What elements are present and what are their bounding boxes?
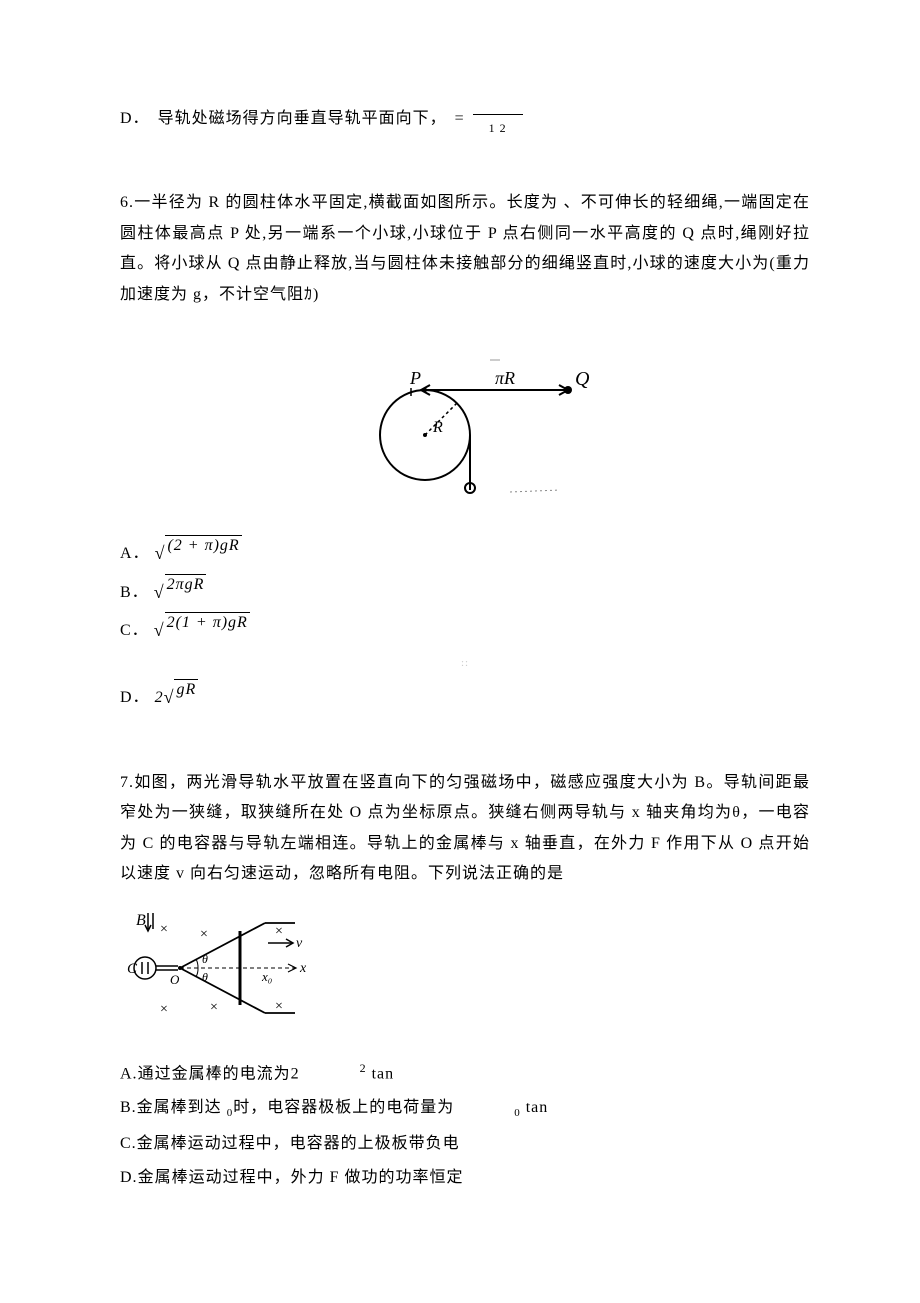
q7-c-text: 金属棒运动过程中，电容器的上极板带负电 [137,1135,460,1152]
q6-a-sqrt: √(2 + π)gR [155,535,242,569]
q5-d-frac-denom: 1 2 [489,121,507,135]
q5-d-text: 导轨处磁场得方向垂直导轨平面向下， [158,104,447,134]
q6-number: 6. [120,194,134,211]
q7-a-sup: 2 [360,1061,367,1075]
q7-c-label: C. [120,1135,137,1152]
q7-b-text: 金属棒到达 [137,1099,227,1116]
q6-body: 一半径为 R 的圆柱体水平固定,横截面如图所示。长度为 、不可伸长的轻细绳,一端… [120,194,810,302]
q7-a-text: 通过金属棒的电流为2 [138,1065,300,1082]
q6-c-sqrt: √2(1 + π)gR [154,612,250,646]
q7-figure: × × × × × × B C O x θ θ [120,903,810,1044]
q5-d-label: D． [120,104,150,134]
q6-option-d: D． 2 √gR [120,679,810,713]
q7-option-b: B.金属棒到达 0时，电容器极板上的电荷量为0 tan [120,1093,810,1124]
svg-text:x₀: x₀ [261,969,272,984]
q7-number: 7. [120,774,134,791]
q6-c-label: C． [120,622,149,639]
q6-text: 6.一半径为 R 的圆柱体水平固定,横截面如图所示。长度为 、不可伸长的轻细绳,… [120,188,810,310]
q6-figure: P Q R πR [120,330,810,511]
q5-d-frac: 1 2 [473,114,523,140]
q5-d-eq: = [455,104,465,134]
q6-b-sqrt: √2πgR [154,574,207,608]
watermark: :: [120,653,810,674]
q7-option-c: C.金属棒运动过程中，电容器的上极板带负电 [120,1129,810,1159]
q6-a-expr: (2 + π)gR [165,535,241,557]
svg-text:θ: θ [202,970,208,984]
q7-option-d: D.金属棒运动过程中，外力 F 做功的功率恒定 [120,1163,810,1193]
svg-text:θ: θ [202,952,208,966]
q7-a-label: A. [120,1065,138,1082]
svg-text:v: v [296,936,303,951]
q6-option-a: A． √(2 + π)gR [120,535,810,569]
q6-a-label: A． [120,545,150,562]
q7-body: 如图，两光滑导轨水平放置在竖直向下的匀强磁场中，磁感应强度大小为 B。导轨间距最… [120,774,810,882]
q6-label-pir: πR [495,368,515,388]
q6-label-q: Q [575,368,590,390]
q7-d-text: 金属棒运动过程中，外力 F 做功的功率恒定 [138,1169,464,1186]
q6-option-b: B． √2πgR [120,574,810,608]
q6-option-c: C． √2(1 + π)gR [120,612,810,646]
svg-text:B: B [136,912,146,929]
svg-text:×: × [275,924,283,939]
svg-text:×: × [275,999,283,1014]
svg-text:×: × [210,1000,218,1015]
q6-d-expr: gR [174,679,198,701]
q6-d-label: D． [120,689,150,706]
svg-text:x: x [299,961,307,976]
q6-c-expr: 2(1 + π)gR [165,612,250,634]
svg-text:×: × [160,922,168,937]
q7-b-mid: 时，电容器极板上的电荷量为 [233,1099,454,1116]
q7-b-label: B. [120,1099,137,1116]
svg-text:O: O [170,972,180,987]
q7-b-trail: tan [521,1099,549,1116]
q6-label-p: P [409,368,421,388]
q7-text: 7.如图，两光滑导轨水平放置在竖直向下的匀强磁场中，磁感应强度大小为 B。导轨间… [120,768,810,890]
svg-text:×: × [160,1002,168,1017]
q7-d-label: D. [120,1169,138,1186]
q6-b-label: B． [120,584,149,601]
q7-option-a: A.通过金属棒的电流为2 2 tan [120,1057,810,1090]
q7-a-trail: tan [367,1065,395,1082]
q5-option-d: D． 导轨处磁场得方向垂直导轨平面向下， = 1 2 [120,104,810,134]
svg-text:C: C [127,961,138,977]
q6-label-r: R [432,419,443,436]
q6-d-sqrt: √gR [164,679,199,713]
q6-b-expr: 2πgR [165,574,207,596]
svg-text:×: × [200,927,208,942]
q6-d-coef: 2 [155,689,164,706]
